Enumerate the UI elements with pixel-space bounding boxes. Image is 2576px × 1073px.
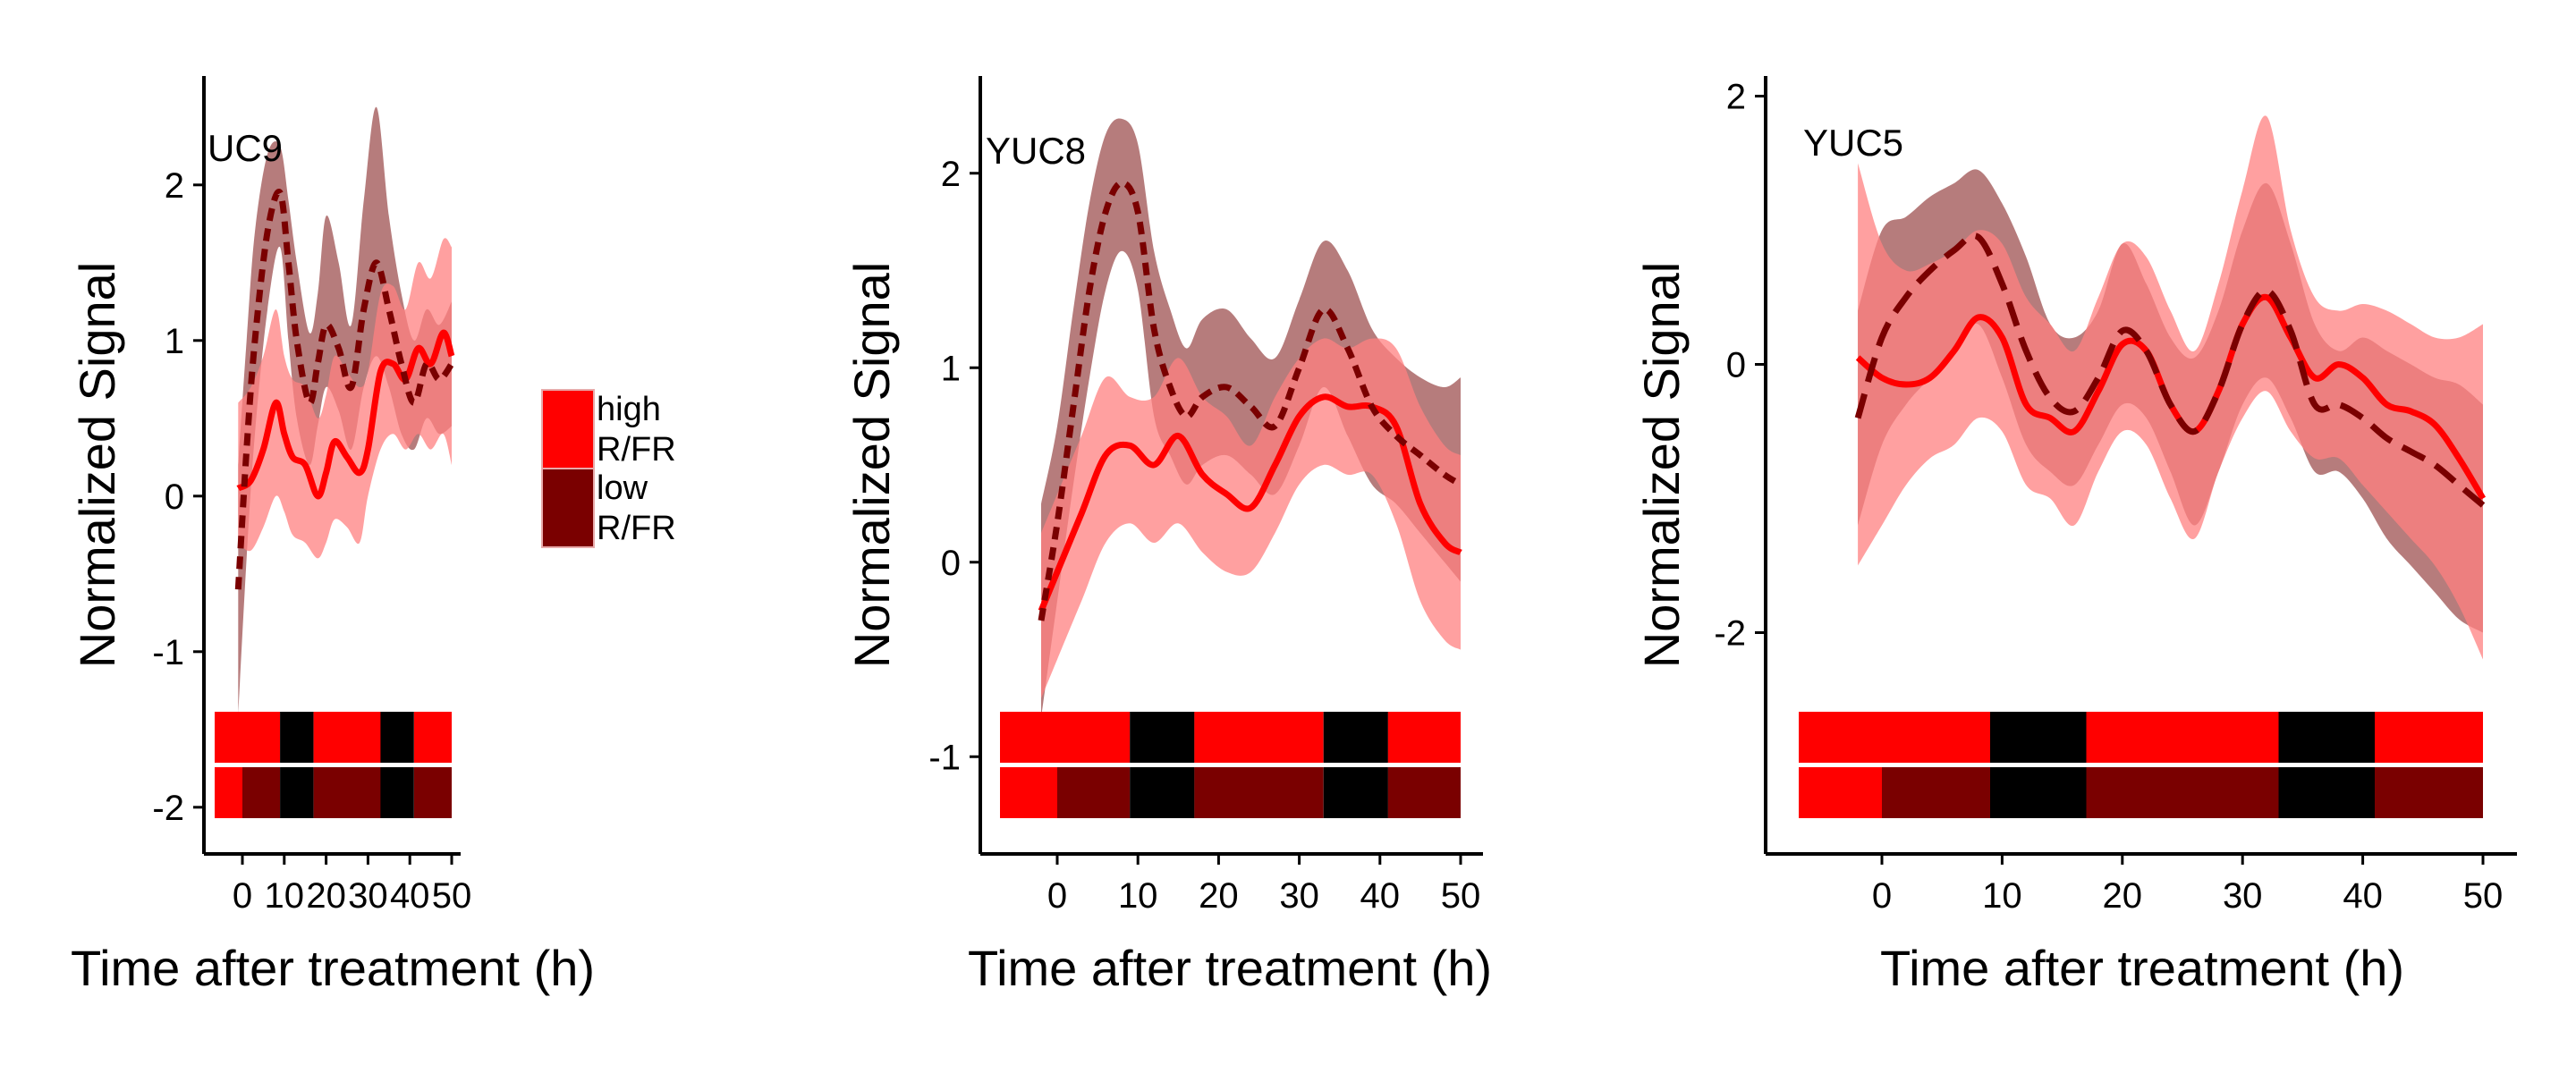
ci-band-high — [1858, 115, 2483, 660]
light-bar-low-low — [1387, 767, 1461, 818]
series-line-low — [1854, 232, 2486, 508]
light-bar-low-dark — [1323, 767, 1388, 818]
light-bar-high-high — [1799, 712, 1990, 763]
x-axis-title: Time after treatment (h) — [71, 940, 595, 996]
y-tick-label: -1 — [928, 738, 961, 777]
gene-label: YUC8 — [986, 130, 1086, 172]
light-bar-high-dark — [1130, 712, 1195, 763]
light-bar-low-low — [413, 767, 452, 818]
y-axis-title: Normalized Signal — [69, 262, 125, 668]
x-tick-label: 10 — [1982, 876, 2022, 916]
gene-label: UC9 — [208, 127, 283, 169]
series-line-high — [1038, 393, 1462, 613]
light-bar-low-high — [1000, 767, 1057, 818]
light-bar-high-high — [313, 712, 381, 763]
y-tick-label: -1 — [152, 633, 184, 672]
x-tick-label: 10 — [1118, 876, 1158, 916]
x-tick-label: 0 — [1872, 876, 1892, 916]
legend-label-high-line2: R/FR — [597, 431, 676, 469]
series-line-high — [236, 329, 455, 500]
x-axis-title: Time after treatment (h) — [968, 940, 1492, 996]
y-tick-label: 1 — [165, 322, 184, 361]
light-bar-high-dark — [1323, 712, 1388, 763]
y-tick-label: 1 — [941, 349, 961, 388]
y-tick-label: 0 — [941, 544, 961, 583]
y-tick-label: 2 — [1726, 78, 1746, 117]
legend-label-low-line1: low — [597, 469, 648, 507]
legend-label-low-line2: R/FR — [597, 510, 676, 547]
light-bar-high-dark — [2278, 712, 2375, 763]
gene-label: YUC5 — [1803, 122, 1903, 164]
x-tick-label: 30 — [2223, 876, 2263, 916]
x-tick-label: 40 — [1360, 876, 1401, 916]
x-tick-label: 20 — [2103, 876, 2143, 916]
y-tick-label: 0 — [1726, 346, 1746, 385]
series-line-low — [234, 189, 454, 590]
light-bar-high-dark — [1990, 712, 2087, 763]
x-tick-label: 50 — [432, 876, 472, 916]
legend-swatch-low — [541, 468, 595, 548]
legend-label-high-line1: high — [597, 391, 661, 428]
light-bar-high-high — [215, 712, 281, 763]
light-bar-high-high — [1194, 712, 1324, 763]
light-bar-low-low — [2375, 767, 2483, 818]
light-bar-high-high — [413, 712, 452, 763]
light-bar-high-high — [1387, 712, 1461, 763]
legend: high R/FR low R/FR — [541, 389, 676, 548]
light-bar-high-dark — [280, 712, 314, 763]
light-bar-high-high — [2375, 712, 2483, 763]
light-bar-low-dark — [380, 767, 414, 818]
light-bar-low-dark — [1130, 767, 1195, 818]
ci-band-high — [1041, 338, 1461, 698]
x-tick-label: 10 — [265, 876, 305, 916]
series-line-low — [1038, 180, 1462, 621]
light-bar-low-low — [242, 767, 281, 818]
light-bar-low-low — [1057, 767, 1131, 818]
x-tick-label: 50 — [1441, 876, 1481, 916]
y-tick-label: -2 — [1714, 614, 1746, 654]
x-tick-label: 0 — [233, 876, 252, 916]
y-tick-label: -2 — [152, 789, 184, 828]
y-tick-label: 2 — [941, 155, 961, 194]
x-tick-label: 0 — [1047, 876, 1067, 916]
light-bar-high-high — [2086, 712, 2279, 763]
light-bar-low-low — [1194, 767, 1324, 818]
light-bar-low-low — [1882, 767, 1990, 818]
x-tick-label: 30 — [348, 876, 388, 916]
light-bar-low-dark — [280, 767, 314, 818]
legend-swatch-high — [541, 389, 595, 469]
y-axis-title: Normalized Signal — [843, 262, 900, 668]
light-bar-high-dark — [380, 712, 414, 763]
light-bar-low-dark — [1990, 767, 2087, 818]
x-tick-label: 40 — [2343, 876, 2383, 916]
x-axis-title: Time after treatment (h) — [1880, 940, 2404, 996]
light-bar-low-high — [215, 767, 242, 818]
y-tick-label: 2 — [165, 166, 184, 206]
light-bar-low-dark — [2278, 767, 2375, 818]
light-bar-high-high — [1000, 712, 1131, 763]
y-tick-label: 0 — [165, 477, 184, 517]
x-tick-label: 20 — [306, 876, 346, 916]
y-axis-title: Normalized Signal — [1633, 262, 1690, 668]
light-bar-low-low — [2086, 767, 2279, 818]
x-tick-label: 20 — [1199, 876, 1239, 916]
x-tick-label: 50 — [2463, 876, 2504, 916]
x-tick-label: 30 — [1279, 876, 1319, 916]
light-bar-low-high — [1799, 767, 1882, 818]
ci-band-high — [238, 238, 452, 559]
x-tick-label: 40 — [390, 876, 430, 916]
light-bar-low-low — [313, 767, 381, 818]
